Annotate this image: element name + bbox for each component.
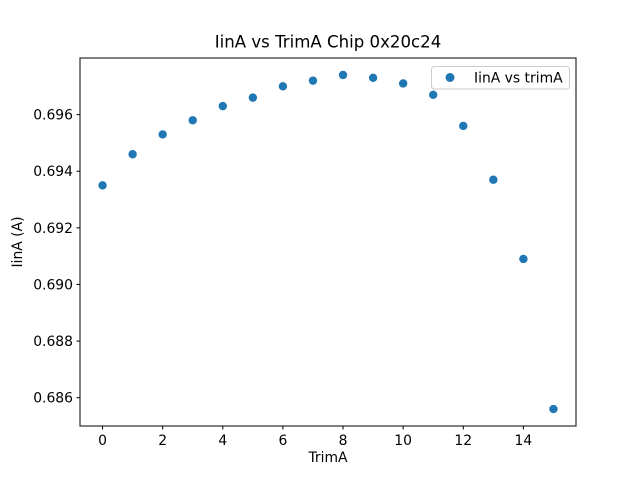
y-axis-ticks: 0.686 0.688 0.690 0.692 0.694 0.696: [33, 108, 80, 407]
y-axis-label: IinA (A): [10, 216, 26, 267]
x-tick-label: 8: [339, 433, 348, 449]
legend: IinA vs trimA: [431, 66, 570, 90]
plot-area: [79, 57, 577, 427]
y-tick-label: 0.690: [33, 277, 73, 293]
scatter-point: [368, 73, 378, 83]
legend-box: [431, 66, 570, 90]
scatter-point: [308, 76, 318, 85]
x-tick-label: 4: [218, 433, 227, 449]
x-tick-label: 0: [98, 433, 107, 449]
x-tick-label: 2: [158, 433, 167, 449]
chart-title: IinA vs TrimA Chip 0x20c24: [215, 33, 442, 52]
scatter-point: [98, 181, 107, 190]
scatter-point: [278, 82, 288, 91]
scatter-point: [429, 90, 438, 100]
y-tick-label: 0.696: [33, 108, 73, 124]
scatter-point: [338, 70, 348, 80]
scatter-point: [398, 79, 408, 88]
x-tick-label: 6: [278, 433, 287, 449]
scatter-point: [158, 130, 167, 139]
x-tick-label: 14: [515, 433, 533, 449]
y-tick-label: 0.694: [33, 164, 73, 180]
y-tick-label: 0.686: [33, 391, 73, 407]
x-axis-ticks: 0 2 4 6 8 10 12 14: [98, 426, 532, 449]
scatter-series: [98, 70, 558, 414]
scatter-point: [489, 175, 498, 184]
x-tick-label: 12: [454, 433, 472, 449]
y-tick-label: 0.692: [33, 221, 73, 237]
scatter-point: [218, 101, 227, 111]
y-tick-label: 0.688: [33, 334, 73, 350]
scatter-point: [248, 93, 258, 102]
scatter-point: [549, 404, 558, 414]
scatter-point: [459, 121, 468, 131]
scatter-point: [519, 254, 528, 264]
x-axis-label: TrimA: [307, 450, 348, 466]
scatter-point: [128, 150, 137, 159]
legend-marker-icon: [445, 73, 455, 82]
scatter-point: [188, 116, 197, 125]
x-tick-label: 10: [394, 433, 412, 449]
legend-label: IinA vs trimA: [474, 71, 563, 87]
